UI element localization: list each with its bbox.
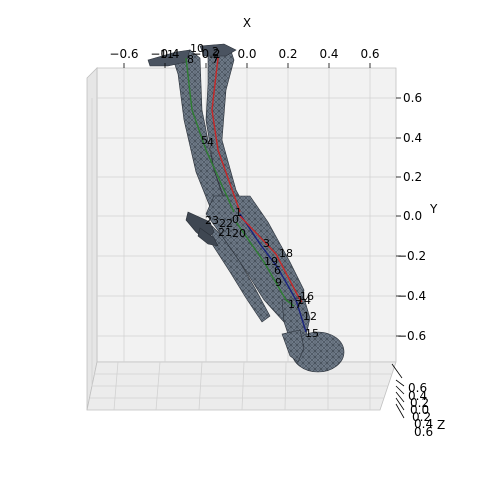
joint-label: 3: [263, 237, 270, 250]
x-tick-label: 0.4: [319, 47, 338, 61]
x-tick-label: −0.4: [150, 47, 179, 61]
joint-label: 10: [190, 42, 204, 55]
right-hand-mesh: [197, 227, 219, 247]
z-axis-ticks: 0.6 0.4 0.2 0.0 0.2 0.4 0.6: [391, 363, 433, 439]
joint-label: 17: [288, 298, 302, 311]
right-leg-chain: [211, 57, 241, 213]
x-tick-label: 0.2: [278, 47, 297, 61]
y-tick-label: −0.6: [397, 329, 426, 343]
y-tick-label: 0.0: [403, 209, 422, 223]
x-axis-title: X: [243, 16, 251, 30]
right-arm-chain: [239, 215, 303, 303]
x-tick-label: −0.2: [191, 47, 220, 61]
z-axis-title: Z: [437, 418, 445, 432]
joint-label: 8: [187, 53, 194, 66]
z-tick-label: 0.6: [414, 425, 433, 439]
joint-label: 2: [212, 45, 219, 58]
y-tick-label: 0.6: [403, 91, 422, 105]
joint-label: 7: [212, 53, 219, 66]
spine-chain: [239, 213, 307, 333]
z-tick-label: 0.2: [410, 396, 429, 410]
y-tick-label: −0.4: [397, 289, 426, 303]
z-tick-label: 0.4: [414, 417, 433, 431]
z-tick-label: 0.4: [408, 389, 427, 403]
joint-label: 23: [205, 214, 219, 227]
joint-label: 5: [201, 134, 208, 147]
y-axis-title: Y: [429, 202, 438, 216]
x-axis-ticks: −0.6 −0.4 −0.2 0.0 0.2 0.4 0.6: [109, 47, 380, 68]
y-tick-label: 0.4: [403, 131, 422, 145]
z-tick-label: 0.6: [408, 381, 427, 395]
y-axis-ticks: 0.6 0.4 0.2 0.0 −0.2 −0.4 −0.6: [396, 91, 426, 343]
right-foot-mesh: [199, 43, 237, 57]
x-tick-label: 0.0: [237, 47, 256, 61]
joint-label: 9: [275, 276, 282, 289]
x-tick-label: 0.6: [360, 47, 379, 61]
z-tick-label: 0.0: [410, 403, 429, 417]
left-leg-chain: [185, 57, 235, 213]
joint-label: 12: [303, 310, 317, 323]
joint-label: 22: [219, 217, 233, 230]
joint-label: 19: [264, 255, 278, 268]
joint-labels: 10 11 8 2 7 5 4 1 23 22 0 21 20 3 18 19 …: [160, 42, 319, 340]
x-tick-label: −0.6: [109, 47, 138, 61]
joint-label: 14: [297, 294, 311, 307]
joint-label: 16: [300, 290, 314, 303]
y-tick-label: −0.2: [397, 249, 426, 263]
y-tick-label: 0.2: [403, 170, 422, 184]
right-forearm-mesh: [281, 329, 305, 363]
left-arm-chain: [235, 221, 295, 307]
left-arm-mesh: [211, 225, 271, 323]
joint-label: 21: [218, 226, 232, 239]
joint-label: 4: [207, 136, 214, 149]
joint-label: 20: [232, 227, 246, 240]
joint-label: 0: [232, 213, 239, 226]
joint-label: 1: [235, 206, 242, 219]
joint-label: 6: [274, 264, 281, 277]
z-tick-label: 0.2: [412, 410, 431, 424]
joint-label: 15: [305, 327, 319, 340]
joint-label: 18: [279, 247, 293, 260]
skeleton-lines: [185, 57, 307, 333]
joint-label: 11: [160, 48, 174, 61]
